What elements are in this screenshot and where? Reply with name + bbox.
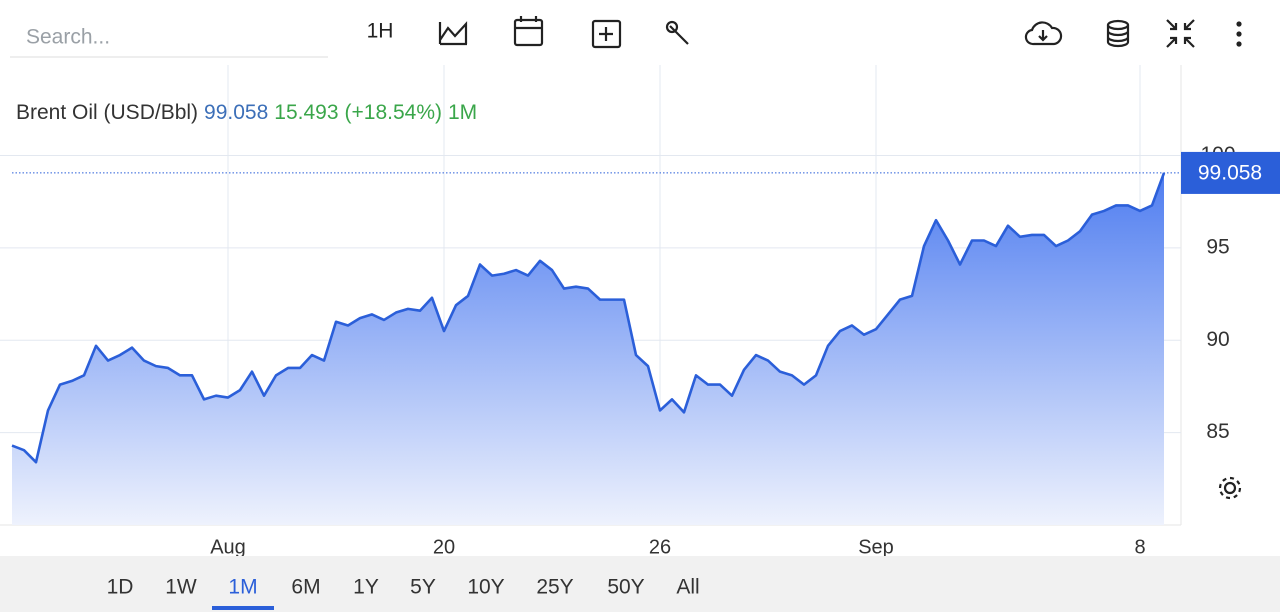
- range-button[interactable]: 1Y: [353, 576, 379, 599]
- x-tick-label: 20: [433, 536, 455, 558]
- x-tick-label: Sep: [858, 536, 894, 558]
- range-button[interactable]: All: [676, 576, 699, 599]
- area-fill: [12, 172, 1164, 525]
- last-price-label: 99.058: [1198, 161, 1262, 184]
- search-input[interactable]: Search...: [26, 26, 110, 49]
- x-tick-label: 8: [1134, 536, 1145, 558]
- last-price: 99.058: [204, 101, 268, 124]
- range-button[interactable]: 5Y: [410, 576, 436, 599]
- collapse-icon[interactable]: [1166, 19, 1195, 48]
- x-tick-label: 26: [649, 536, 671, 558]
- change-percent: (+18.54%): [345, 101, 442, 124]
- range-button[interactable]: 50Y: [607, 576, 644, 599]
- calendar-icon[interactable]: [513, 16, 544, 47]
- instrument-name: Brent Oil (USD/Bbl): [16, 101, 198, 124]
- chart-settings-icon[interactable]: [1218, 476, 1242, 500]
- x-tick-label: Aug: [210, 536, 246, 558]
- chart-type-icon[interactable]: [438, 21, 468, 46]
- y-tick-label: 95: [1206, 235, 1229, 258]
- range-button[interactable]: 1M: [228, 576, 257, 599]
- range-buttons: 1D 1W 1M 6M 1Y 5Y 10Y 25Y 50Y All: [107, 576, 700, 610]
- settings-tool-icon[interactable]: [665, 20, 689, 45]
- range-button[interactable]: 10Y: [467, 576, 504, 599]
- download-icon[interactable]: [1024, 21, 1063, 46]
- interval-button[interactable]: 1H: [367, 20, 394, 43]
- range-button[interactable]: 25Y: [536, 576, 573, 599]
- range-button[interactable]: 1D: [107, 576, 134, 599]
- plot: 859095100Aug2026Sep899.058: [0, 65, 1280, 558]
- range-bar: [0, 556, 1280, 612]
- header-range: 1M: [448, 101, 477, 124]
- database-icon[interactable]: [1106, 19, 1130, 48]
- range-selected-underline: [212, 606, 274, 610]
- price-line: [11, 172, 1166, 464]
- y-tick-label: 90: [1206, 328, 1229, 351]
- range-button[interactable]: 6M: [291, 576, 320, 599]
- chart-header: Brent Oil (USD/Bbl) 99.058 15.493 (+18.54%)…: [16, 101, 477, 124]
- more-menu[interactable]: [1236, 21, 1242, 47]
- range-button[interactable]: 1W: [165, 576, 197, 599]
- y-tick-label: 85: [1206, 420, 1229, 443]
- change: 15.493: [274, 101, 338, 124]
- add-indicator-icon[interactable]: [591, 19, 622, 49]
- last-price-tag: [1181, 151, 1280, 194]
